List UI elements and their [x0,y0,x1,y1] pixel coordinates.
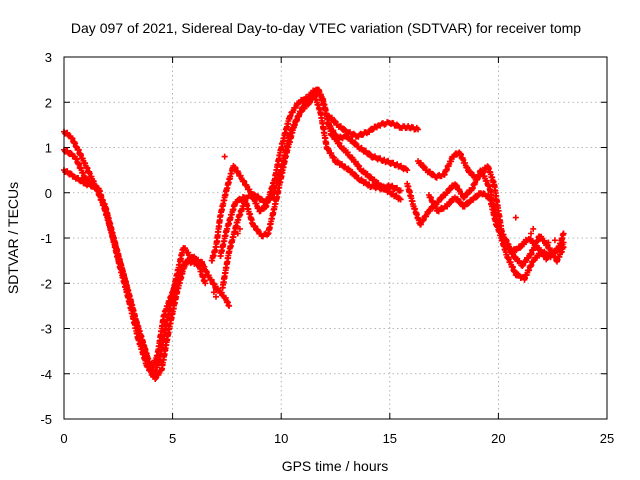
x-tick-labels: 0 5 10 15 20 25 [60,431,614,446]
plus-markers [404,167,567,283]
plus-markers [425,190,567,269]
series-track-c [61,167,206,373]
plus-markers [326,112,421,140]
series-track-d [208,86,411,264]
plus-markers [219,86,404,291]
y-tick-label: 0 [45,186,52,201]
plus-markers [208,86,411,264]
x-tick-label: 15 [383,431,397,446]
series-track-a [61,128,233,382]
data-marks [61,86,567,382]
y-tick-label: 1 [45,141,52,156]
y-axis-label: SDTVAR / TECUs [5,182,21,294]
plus-markers [61,167,206,373]
y-tick-labels: -5 -4 -3 -2 -1 0 1 2 3 [40,50,52,427]
series-scatter-extra [210,153,558,300]
series-track-h [404,167,567,283]
plus-markers [210,153,558,300]
chart-title: Day 097 of 2021, Sidereal Day-to-day VTE… [71,20,581,36]
x-tick-label: 20 [491,431,505,446]
x-axis-label: GPS time / hours [282,458,389,474]
y-tick-label: 3 [45,50,52,65]
plus-markers [61,128,233,382]
y-tick-label: 2 [45,95,52,110]
series-track-e [217,91,404,260]
y-tick-label: -3 [40,322,52,337]
y-tick-label: -5 [40,412,52,427]
series-track-f [219,86,404,291]
y-tick-label: -1 [40,231,52,246]
plot-frame [63,56,608,420]
x-tick-label: 10 [274,431,288,446]
x-tick-label: 25 [600,431,614,446]
plus-markers [217,91,404,260]
series-track-g [326,112,421,140]
y-tick-label: -4 [40,367,52,382]
x-tick-label: 5 [169,431,176,446]
series-track-j [425,190,567,269]
y-tick-label: -2 [40,276,52,291]
x-tick-label: 0 [60,431,67,446]
